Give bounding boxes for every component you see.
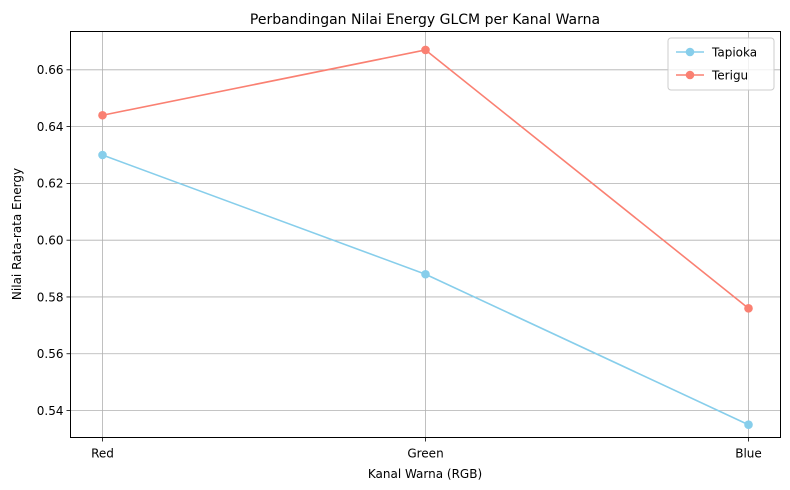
data-point-terigu: [421, 45, 430, 55]
data-point-terigu: [744, 304, 753, 313]
chart-title: Perbandingan Nilai Energy GLCM per Kanal…: [250, 12, 600, 28]
y-tick-label: 0.58: [37, 290, 64, 304]
series-layer: [98, 45, 753, 430]
legend-box: [667, 37, 775, 91]
x-tick-label: Red: [91, 447, 114, 461]
y-tick-label: 0.64: [37, 120, 64, 134]
legend-label-tapioka: Tapioka: [711, 46, 757, 60]
y-tick-label: 0.56: [37, 347, 64, 361]
data-point-terigu: [98, 110, 107, 120]
x-tick-label: Green: [407, 447, 443, 461]
data-point-tapioka: [98, 150, 107, 160]
y-tick-label: 0.60: [37, 233, 64, 247]
legend-label-terigu: Terigu: [711, 69, 748, 83]
x-tick-label: Blue: [735, 447, 762, 461]
data-point-tapioka: [744, 420, 753, 430]
data-point-tapioka: [421, 269, 430, 279]
legend-marker-terigu: [685, 70, 695, 80]
grid-layer: [70, 31, 781, 438]
tick-layer: 0.54 0.56 0.58 0.60 0.62 0.64 0.66 Red Green Blue: [37, 63, 762, 460]
legend: Tapioka Terigu: [667, 37, 775, 91]
y-tick-label: 0.62: [37, 177, 64, 191]
y-axis-label: Nilai Rata-rata Energy: [10, 168, 24, 300]
y-tick-label: 0.54: [37, 404, 64, 418]
x-axis-label: Kanal Warna (RGB): [368, 467, 482, 481]
legend-marker-tapioka: [685, 47, 695, 57]
y-tick-label: 0.66: [37, 63, 64, 77]
